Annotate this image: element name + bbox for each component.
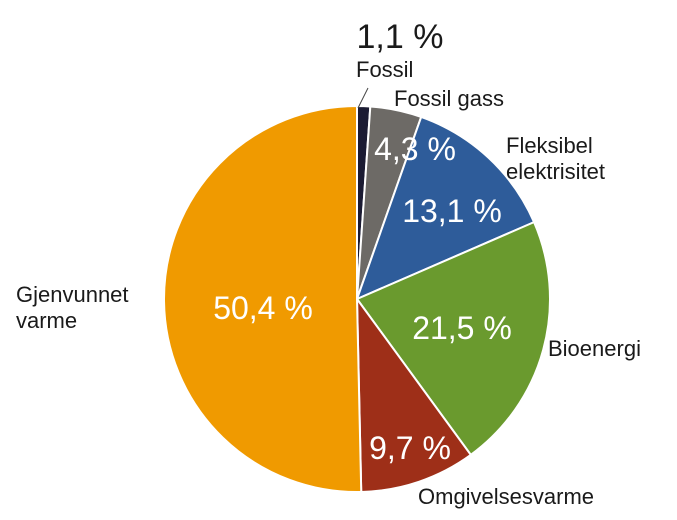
category-label-gjenvunnet-varme: Gjenvunnet varme bbox=[16, 282, 129, 333]
category-label-fossil-gass: Fossil gass bbox=[394, 86, 504, 111]
pie-slice-fleksibel-elektrisitet bbox=[355, 115, 536, 301]
category-label-fleksibel-elektrisitet: Fleksibel elektrisitet bbox=[506, 133, 605, 184]
pie-slice-gjenvunnet-varme bbox=[163, 104, 363, 493]
value-labels: 1,1 % 4,3 % 13,1 % 21,5 % 9,7 % 50,4 % bbox=[213, 18, 512, 466]
value-label-fossil-gass: 4,3 % bbox=[374, 131, 456, 167]
value-label-gjenvunnet-varme: 50,4 % bbox=[213, 290, 313, 326]
category-label-omgivelsesvarme: Omgivelsesvarme bbox=[418, 484, 594, 509]
value-label-fleksibel-elektrisitet: 13,1 % bbox=[402, 193, 502, 229]
leader-lines bbox=[357, 87, 369, 109]
category-label-bioenergi: Bioenergi bbox=[548, 336, 641, 361]
pie-slice-bioenergi bbox=[355, 220, 551, 457]
category-label-fossil: Fossil bbox=[356, 57, 413, 82]
value-label-fossil: 1,1 % bbox=[357, 18, 444, 56]
pie-slice-omgivelsesvarme bbox=[355, 295, 473, 493]
pie-slices bbox=[163, 104, 551, 493]
value-label-bioenergi: 21,5 % bbox=[412, 310, 512, 346]
leader-line-fossil bbox=[357, 87, 369, 109]
value-label-omgivelsesvarme: 9,7 % bbox=[369, 430, 451, 466]
